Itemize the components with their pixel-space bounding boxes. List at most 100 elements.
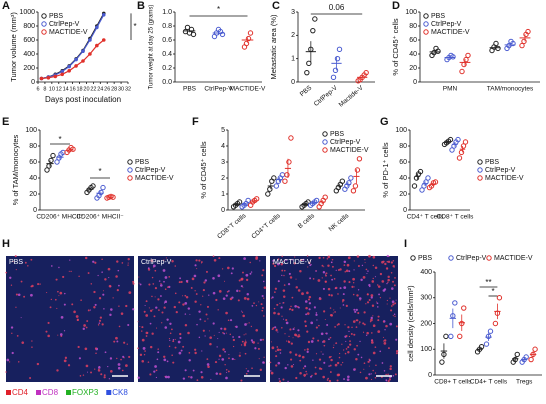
cell-signal: [329, 371, 332, 373]
data-point: [448, 333, 454, 340]
cell-signal: [304, 320, 307, 323]
cell-signal: [120, 358, 122, 361]
y-tick-label: 100: [405, 9, 417, 16]
cell-signal: [394, 302, 397, 305]
cell-signal: [323, 310, 326, 313]
cell-signal: [334, 363, 338, 367]
legend-marker: [41, 21, 47, 27]
data-point: [521, 38, 527, 45]
cell-signal: [29, 377, 32, 380]
cell-signal: [46, 291, 48, 294]
cell-signal: [281, 315, 283, 317]
cell-signal: [59, 333, 63, 336]
legend-marker: [477, 159, 483, 165]
cell-signal: [132, 280, 135, 283]
cell-signal: [363, 311, 366, 314]
cell-signal: [164, 375, 168, 379]
cell-signal: [174, 346, 177, 349]
y-axis-label: % of TAM/monocytes: [11, 134, 20, 205]
cell-signal: [372, 264, 375, 267]
cell-signal: [336, 361, 340, 365]
cell-signal: [364, 262, 366, 264]
y-tick-label: 0: [33, 207, 37, 214]
cell-signal: [152, 283, 155, 285]
cell-signal: [225, 369, 228, 371]
cell-signal: [357, 264, 360, 267]
data-point: [455, 136, 461, 143]
y-tick-label: 60: [409, 37, 417, 44]
cell-signal: [207, 365, 210, 369]
data-point: [67, 64, 71, 69]
cell-signal: [164, 300, 168, 303]
cell-signal: [392, 374, 395, 377]
cell-signal: [357, 311, 360, 315]
cell-signal: [295, 278, 297, 280]
cell-signal: [63, 330, 66, 332]
cell-signal: [295, 376, 298, 380]
y-axis-label: % of CD45⁺ cells: [199, 141, 208, 199]
cell-signal: [49, 306, 52, 309]
cell-signal: [223, 332, 226, 335]
cell-signal: [158, 309, 160, 311]
cell-signal: [107, 267, 111, 271]
cell-signal: [200, 261, 203, 263]
cell-signal: [244, 352, 247, 355]
cell-signal: [169, 332, 172, 335]
cell-signal: [112, 297, 114, 299]
cell-signal: [390, 309, 393, 312]
cell-signal: [368, 373, 371, 376]
y-tick-label: 40: [399, 175, 407, 182]
cell-signal: [240, 278, 244, 281]
cell-signal: [238, 290, 241, 292]
cell-signal: [279, 302, 281, 304]
cell-signal: [108, 277, 110, 279]
cell-signal: [274, 326, 277, 329]
cell-signal: [372, 324, 376, 327]
cell-signal: [379, 350, 382, 353]
cell-signal: [348, 335, 351, 338]
cell-signal: [232, 338, 236, 342]
cell-signal: [125, 364, 128, 367]
cell-signal: [223, 327, 227, 331]
data-point: [48, 157, 54, 164]
panel-letter: I: [404, 238, 407, 250]
cell-signal: [332, 346, 335, 349]
cell-signal: [163, 302, 166, 304]
cell-signal: [158, 280, 161, 282]
cell-signal: [342, 349, 345, 351]
cell-signal: [94, 347, 97, 350]
cell-signal: [15, 269, 17, 271]
cell-signal: [202, 295, 204, 297]
cell-signal: [299, 269, 302, 273]
cell-signal: [143, 354, 146, 356]
cell-signal: [283, 295, 286, 298]
cell-signal: [312, 337, 315, 340]
x-tick-label: CD206⁺ MHCII⁻: [76, 214, 124, 221]
cell-signal: [386, 299, 388, 302]
cell-signal: [161, 311, 164, 314]
cell-signal: [327, 287, 331, 291]
cell-signal: [299, 372, 302, 375]
cell-signal: [264, 362, 266, 364]
legend-marker: [423, 29, 429, 35]
cell-signal: [374, 346, 377, 348]
cell-signal: [198, 259, 201, 262]
cell-signal: [395, 350, 399, 353]
legend-marker: [477, 167, 483, 173]
y-tick-label: 20: [409, 65, 417, 72]
data-point: [447, 136, 454, 143]
y-tick-label: 2: [221, 175, 225, 182]
cell-signal: [334, 311, 336, 313]
data-point: [452, 300, 458, 306]
cell-signal: [151, 332, 154, 335]
cell-signal: [285, 259, 287, 261]
micrograph: [6, 256, 134, 382]
x-tick-label: TAM/monocytes: [487, 86, 534, 93]
cell-signal: [60, 316, 64, 319]
cell-signal: [227, 370, 230, 373]
y-tick-label: 1: [221, 191, 225, 198]
legend-marker: [423, 21, 429, 27]
cell-signal: [147, 361, 150, 363]
cell-signal: [273, 307, 276, 310]
